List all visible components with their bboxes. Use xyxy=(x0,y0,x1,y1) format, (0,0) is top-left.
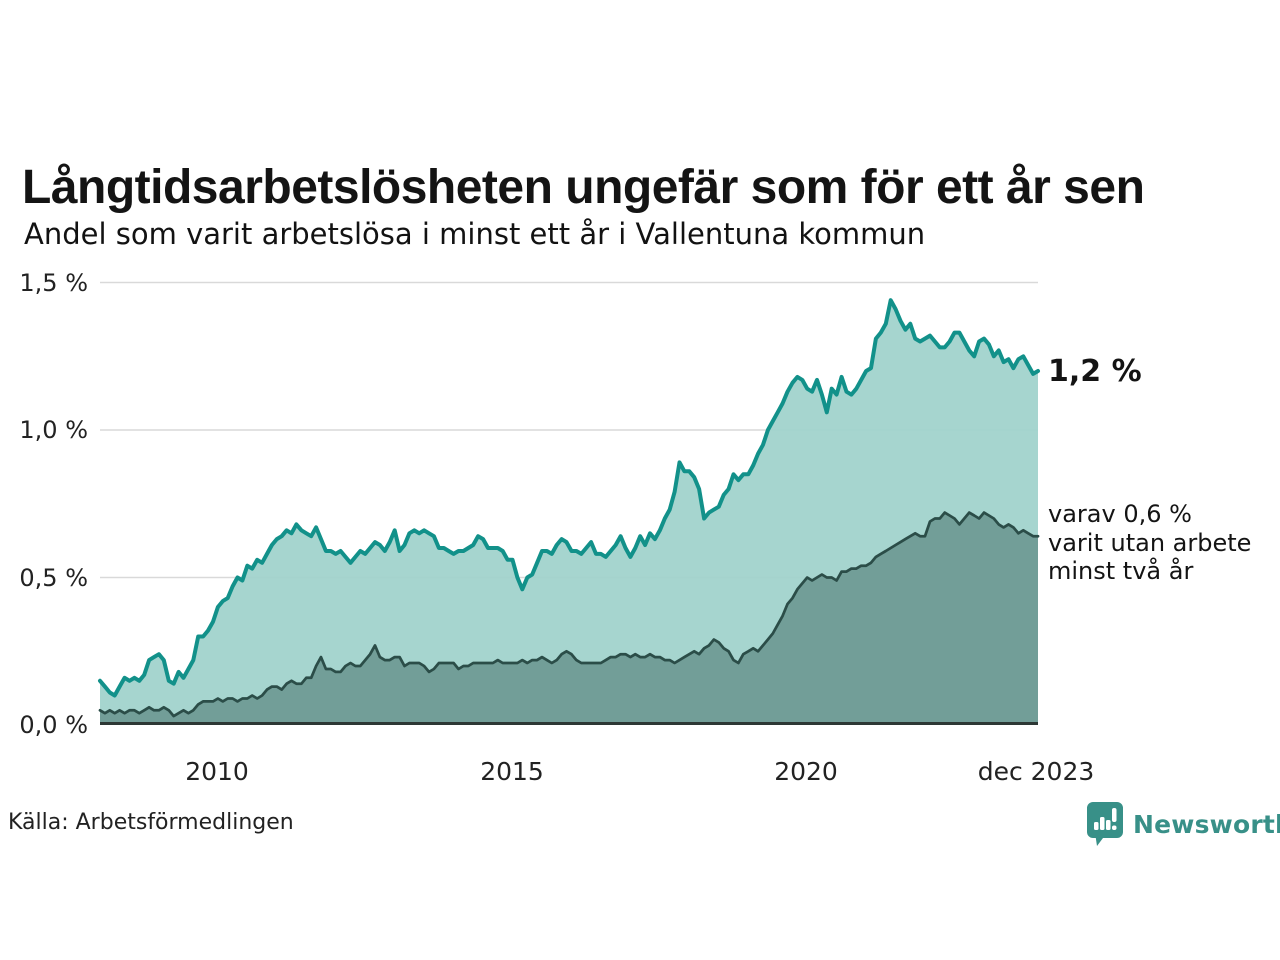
share-annotation: varav 0,6 % varit utan arbete minst två … xyxy=(1048,500,1252,585)
y-axis-label: 0,5 % xyxy=(19,564,88,592)
x-axis-label: 2020 xyxy=(774,757,838,786)
line-minst-ett-ar xyxy=(98,298,1040,698)
source-credit: Källa: Arbetsförmedlingen xyxy=(8,810,294,835)
y-axis-label: 0,0 % xyxy=(19,711,88,739)
x-axis-label: dec 2023 xyxy=(977,757,1095,786)
page-title: Långtidsarbetslösheten ungefär som för e… xyxy=(22,161,1145,215)
newsworthy-logo-text: Newsworthy xyxy=(1133,809,1280,839)
y-axis-label: 1,5 % xyxy=(19,269,88,297)
line-minst-tva-ar xyxy=(98,511,1040,718)
x-axis-label: 2010 xyxy=(185,757,249,786)
latest-value-annotation: 1,2 % xyxy=(1048,354,1142,389)
chart-subtitle: Andel som varit arbetslösa i minst ett å… xyxy=(24,217,926,251)
newsworthy-logo-icon xyxy=(1087,802,1123,846)
y-axis-label: 1,0 % xyxy=(19,416,88,444)
x-axis-label: 2015 xyxy=(480,757,544,786)
newsworthy-logo: Newsworthy xyxy=(1086,800,1280,848)
